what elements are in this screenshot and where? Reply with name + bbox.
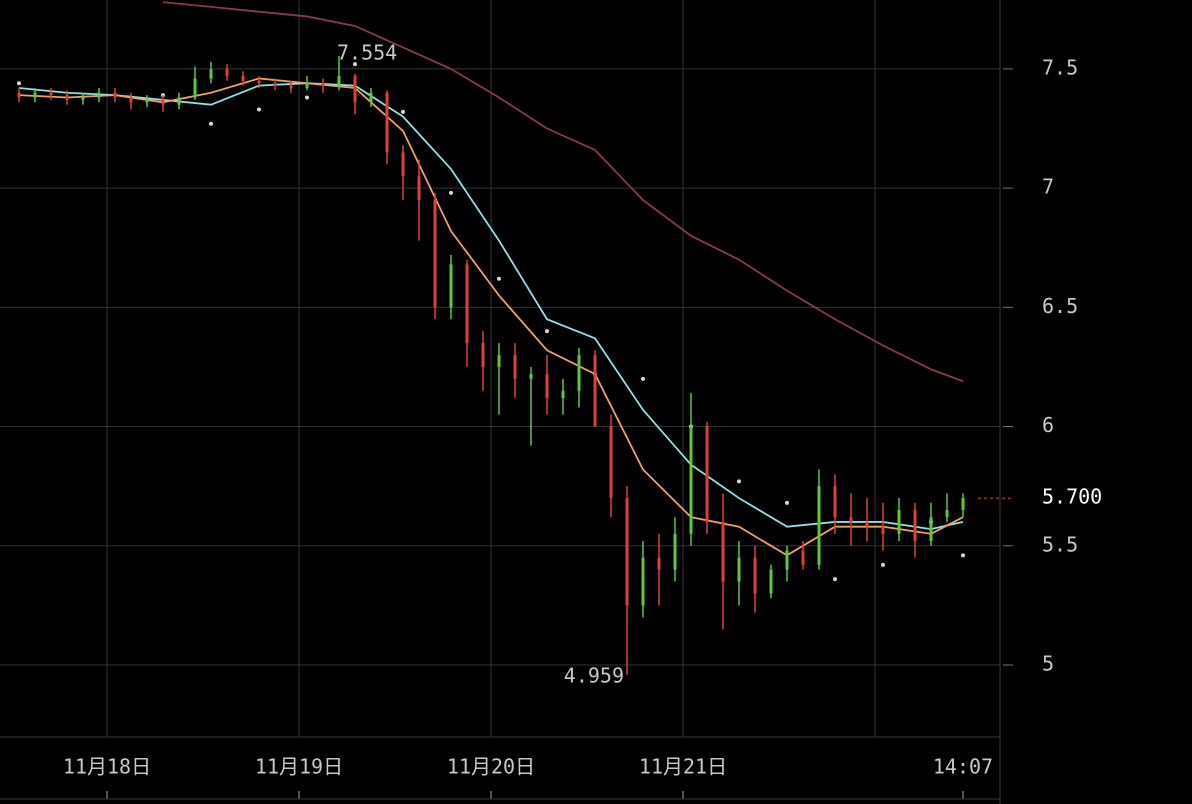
candle-body [753,557,757,594]
candle-body [833,486,837,518]
candle-body [433,200,437,308]
plot: 7.554 4.959 5.700 [17,1,1102,687]
sar-dot [449,190,453,195]
sar-dot [17,81,21,86]
candle-body [193,78,197,98]
candle-body [673,533,677,570]
candle-body [209,68,213,79]
candle-body [177,97,181,105]
candle-body [929,517,933,542]
candle-body [913,510,917,542]
candle-body [33,92,37,98]
candle-body [737,557,741,582]
sar-dot [353,62,357,67]
candle-body [369,92,373,103]
sar-dot [881,562,885,567]
candle-body [705,426,709,522]
x-tick-label: 11月20日 [447,755,535,779]
y-tick-label: 5.5 [1042,532,1078,556]
sar-dot [209,121,213,126]
candle-body [865,521,869,527]
candle-body [769,569,773,594]
candle-body [593,355,597,427]
candle-body [849,517,853,522]
candle-body [65,95,69,100]
candle-body [81,97,85,100]
candle-body [961,498,965,511]
candle-body [289,85,293,88]
sar-dot [785,500,789,505]
candle-body [721,521,725,582]
low-annotation: 4.959 [564,663,624,687]
candle-body [481,343,485,367]
sar-dot [737,479,741,484]
candle-body [385,92,389,153]
candle-body [97,92,101,98]
candle-body [49,92,53,96]
sar-dot [305,95,309,100]
grid: 5 5.5 6 6.5 7 7.5 11月18日 11月19日 11月20日 11月21日 14:0… [0,0,1078,799]
candle-body [129,97,133,103]
candle-body [897,510,901,534]
candle-body [689,426,693,534]
candle-body [465,264,469,344]
candle-body [257,80,261,84]
x-tick-label: 14:07 [933,755,993,779]
last-price-label: 5.700 [1042,485,1102,509]
candle-body [161,99,165,105]
sar-dot [401,109,405,114]
candle-body [945,510,949,518]
sar-dot [641,376,645,381]
candle-body [497,355,501,367]
candle-body [305,83,309,88]
y-tick-label: 7 [1042,175,1054,199]
high-annotation: 7.554 [337,41,397,65]
sar-dot [833,577,837,582]
candle-body [785,550,789,570]
candle-body [401,152,405,177]
candle-body [241,76,245,81]
candle-body [625,498,629,606]
candle-body [321,83,325,86]
candle-body [17,92,21,98]
candle-body [145,99,149,103]
sar-dot [545,329,549,334]
y-tick-label: 7.5 [1042,55,1078,79]
candle-body [449,264,453,308]
candle-body [577,355,581,391]
y-tick-label: 6.5 [1042,294,1078,318]
sar-dot [257,107,261,112]
candle-body [641,557,645,606]
candle-body [881,526,885,534]
x-tick-label: 11月21日 [639,755,727,779]
candle-body [273,83,277,86]
candle-body [113,92,117,98]
x-tick-label: 11月18日 [63,755,151,779]
candle-body [561,390,565,398]
candle-body [513,355,517,379]
candle-body [545,374,549,398]
candle-body [609,426,613,499]
candle-body [337,76,341,86]
moving-average [162,1,964,383]
x-tick-label: 11月19日 [255,755,343,779]
y-tick-label: 6 [1042,413,1054,437]
y-tick-label: 5 [1042,651,1054,675]
candle-body [817,486,821,565]
candle-body [353,76,357,103]
candle-body [417,176,421,201]
candle-body [529,374,533,379]
sar-dot [497,276,501,281]
candle-body [225,68,229,77]
candle-body [657,557,661,570]
candle-body [801,550,805,565]
sar-dot [961,553,965,558]
